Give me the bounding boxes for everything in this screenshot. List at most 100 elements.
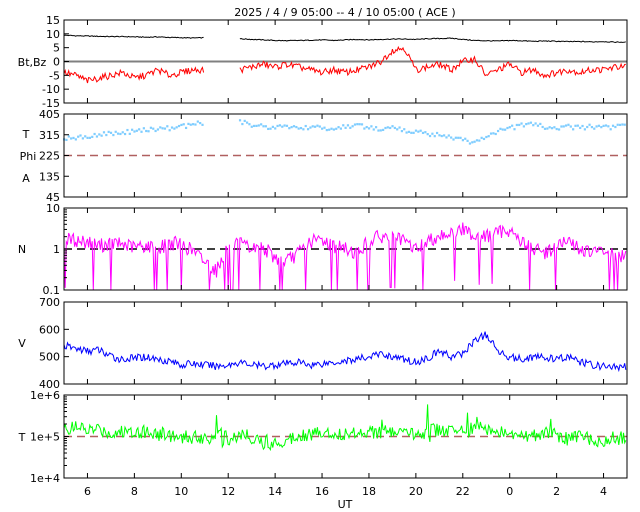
phi-data-point: [70, 137, 73, 140]
phi-data-point: [372, 128, 375, 131]
phi-data-point: [534, 122, 537, 125]
phi-data-point: [147, 130, 150, 133]
phi-data-point: [119, 132, 122, 136]
phi-data-point: [464, 137, 467, 140]
phi-data-point: [102, 131, 106, 134]
phi-data-point: [588, 123, 591, 126]
phi-data-point: [494, 132, 497, 136]
phi-data-point: [508, 126, 511, 129]
y-tick-label: 15: [46, 14, 60, 27]
phi-data-point: [105, 133, 108, 137]
phi-data-point: [95, 135, 99, 138]
phi-data-point: [79, 134, 82, 137]
phi-data-point: [609, 128, 612, 131]
phi-data-point: [602, 124, 605, 127]
phi-data-point: [250, 125, 253, 128]
phi-data-point: [152, 127, 155, 130]
phi-data-point: [126, 128, 129, 132]
phi-data-point: [328, 128, 331, 131]
phi-data-point: [182, 123, 185, 126]
phi-data-point: [142, 127, 145, 130]
phi-data-point: [553, 126, 556, 129]
phi-data-point: [335, 127, 338, 130]
phi-data-point: [140, 130, 143, 133]
phi-data-point: [72, 136, 75, 140]
panel-frame: [63, 301, 628, 385]
phi-data-point: [405, 131, 408, 134]
phi-data-point: [84, 135, 87, 138]
phi-data-point: [323, 126, 326, 129]
phi-data-point: [107, 130, 110, 133]
phi-data-point: [487, 135, 490, 138]
phi-data-point: [586, 125, 589, 129]
phi-data-point: [285, 124, 289, 127]
phi-data-point: [248, 123, 251, 126]
phi-data-point: [184, 126, 188, 130]
phi-data-point: [447, 134, 450, 137]
y-tick-label: 10: [46, 28, 60, 41]
phi-data-point: [281, 125, 284, 128]
phi-data-point: [475, 139, 479, 142]
phi-data-point: [77, 135, 80, 138]
phi-data-point: [269, 127, 272, 130]
y-tick-label: 700: [39, 296, 60, 309]
phi-data-point: [253, 124, 256, 128]
y-tick-label: 10: [46, 202, 60, 215]
phi-data-point: [243, 119, 246, 122]
phi-data-point: [496, 129, 500, 133]
phi-data-point: [288, 127, 291, 130]
phi-data-point: [353, 123, 357, 126]
y-tick-label: -15: [42, 97, 60, 110]
chart-title: 2025 / 4 / 9 05:00 -- 4 / 10 05:00 ( ACE…: [234, 6, 455, 19]
y-tick-label: 0: [53, 56, 60, 69]
phi-data-point: [522, 125, 525, 128]
phi-data-point: [443, 134, 446, 137]
x-tick-label: 6: [84, 485, 91, 498]
phi-data-point: [311, 125, 314, 128]
phi-data-point: [238, 119, 242, 122]
phi-data-point: [114, 130, 117, 133]
phi-data-point: [386, 126, 389, 129]
x-tick-label: 14: [268, 485, 282, 498]
y-tick-label: 45: [46, 191, 60, 204]
phi-data-point: [478, 139, 481, 142]
phi-data-point: [262, 125, 265, 128]
series-t-line: [63, 404, 627, 452]
phi-data-point: [611, 124, 615, 127]
phi-data-point: [149, 126, 152, 129]
phi-data-point: [579, 126, 582, 130]
phi-data-point: [557, 128, 561, 131]
phi-data-point: [499, 127, 502, 130]
phi-data-point: [560, 125, 563, 128]
phi-data-point: [412, 131, 415, 134]
phi-data-point: [318, 125, 321, 128]
phi-data-point: [621, 123, 624, 126]
x-tick-label: 18: [362, 485, 376, 498]
phi-data-point: [520, 122, 523, 125]
series-bz-line: [239, 45, 626, 79]
phi-data-point: [128, 132, 131, 135]
x-tick-label: 10: [174, 485, 188, 498]
phi-data-point: [86, 136, 89, 139]
phi-data-point: [550, 127, 554, 130]
series-bt-line: [63, 34, 204, 39]
phi-data-point: [396, 128, 399, 131]
phi-data-point: [445, 136, 448, 139]
phi-data-point: [562, 125, 565, 128]
y-tick-label: 225: [39, 150, 60, 163]
phi-data-point: [189, 123, 192, 126]
phi-data-point: [358, 123, 361, 126]
phi-data-point: [316, 124, 319, 127]
phi-data-point: [433, 135, 436, 138]
phi-data-point: [482, 137, 486, 141]
y-axis-label: Bt,Bz: [18, 56, 47, 69]
y-axis-label: T: [18, 431, 26, 444]
phi-data-point: [607, 125, 610, 128]
phi-data-point: [410, 131, 413, 134]
phi-data-point: [67, 135, 70, 138]
phi-data-point: [370, 125, 373, 128]
phi-data-point: [489, 132, 493, 135]
phi-data-point: [466, 139, 469, 142]
phi-data-point: [255, 124, 258, 128]
